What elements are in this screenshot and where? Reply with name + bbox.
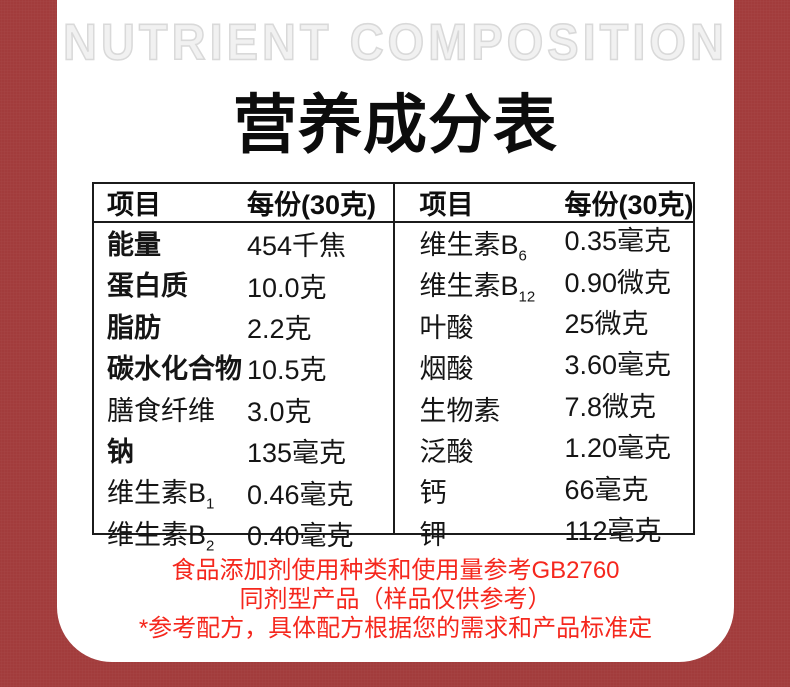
row-value: 2.2克 bbox=[247, 313, 312, 344]
row-value: 454千焦 bbox=[247, 231, 347, 262]
table-row: 泛酸 1.20毫克 bbox=[395, 430, 694, 471]
row-label-subscript: 1 bbox=[206, 495, 215, 513]
row-label-subscript: 12 bbox=[518, 288, 536, 306]
row-value: 7.8微克 bbox=[564, 391, 657, 422]
row-label-subscript: 2 bbox=[206, 537, 215, 555]
nutrition-table-left: 项目 每份(30克) 能量 454千焦 蛋白质 10.0克 脂肪 2.2克 碳水… bbox=[94, 184, 393, 554]
table-left-header-row: 项目 每份(30克) bbox=[94, 184, 393, 223]
column-header-item: 项目 bbox=[107, 190, 161, 220]
row-label-text: 钙 bbox=[419, 478, 447, 509]
row-value: 66毫克 bbox=[564, 474, 649, 505]
row-value: 25微克 bbox=[564, 308, 649, 339]
column-header-per-serving: 每份(30克) bbox=[247, 190, 377, 220]
table-row: 维生素B2 0.40毫克 bbox=[94, 513, 393, 554]
row-value: 3.60毫克 bbox=[564, 350, 672, 381]
footer-notes: 食品添加剂使用种类和使用量参考GB2760 同剂型产品（样品仅供参考） *参考配… bbox=[57, 556, 734, 643]
footer-note-line: 食品添加剂使用种类和使用量参考GB2760 bbox=[171, 557, 620, 584]
row-label: 生物素 bbox=[395, 389, 565, 430]
row-label: 烟酸 bbox=[395, 347, 565, 388]
column-header-per-serving: 每份(30克) bbox=[564, 190, 694, 220]
footer-note-line: *参考配方，具体配方根据您的需求和产品标准定 bbox=[138, 615, 653, 642]
table-row: 钙 66毫克 bbox=[395, 471, 694, 512]
page-title: 营养成分表 bbox=[233, 89, 558, 161]
table-row: 维生素B12 0.90微克 bbox=[395, 264, 694, 306]
row-label-text: 生物素 bbox=[419, 395, 501, 426]
row-label-text: 碳水化合物 bbox=[107, 354, 242, 385]
row-value: 10.0克 bbox=[247, 272, 327, 303]
row-label-text: 维生素B bbox=[107, 519, 207, 550]
row-label: 钾 bbox=[395, 513, 565, 554]
table-row: 能量 454千焦 bbox=[94, 223, 393, 264]
table-row: 钠 135毫克 bbox=[94, 430, 393, 471]
row-label-text: 烟酸 bbox=[419, 354, 474, 385]
table-row: 膳食纤维 3.0克 bbox=[94, 389, 393, 430]
row-value: 135毫克 bbox=[247, 438, 347, 469]
row-value: 0.35毫克 bbox=[564, 226, 672, 257]
row-label-text: 泛酸 bbox=[419, 436, 474, 467]
row-value: 0.46毫克 bbox=[247, 479, 354, 510]
row-label: 叶酸 bbox=[395, 306, 565, 347]
row-label-text: 膳食纤维 bbox=[107, 395, 215, 426]
table-right-header-row: 项目 每份(30克) bbox=[394, 184, 694, 223]
row-label-text: 蛋白质 bbox=[107, 271, 188, 302]
row-label: 维生素B6 bbox=[395, 223, 565, 264]
table-row: 碳水化合物 10.5克 bbox=[94, 347, 393, 388]
table-row: 脂肪 2.2克 bbox=[94, 306, 393, 347]
row-label-text: 脂肪 bbox=[107, 312, 161, 343]
table-row: 维生素B1 0.46毫克 bbox=[94, 471, 393, 512]
row-label: 钙 bbox=[395, 471, 565, 512]
row-label-text: 维生素B bbox=[107, 478, 207, 509]
row-label-text: 叶酸 bbox=[419, 312, 474, 343]
row-label-text: 维生素B bbox=[419, 230, 519, 260]
content-card: NUTRIENT COMPOSITION 营养成分表 项目 每份(30克) 能量… bbox=[57, 0, 734, 662]
english-outline-heading: NUTRIENT COMPOSITION bbox=[62, 12, 728, 71]
table-row: 维生素B6 0.35毫克 bbox=[395, 223, 694, 264]
row-label: 钠 bbox=[94, 430, 247, 471]
table-row: 叶酸 25微克 bbox=[395, 306, 694, 347]
nutrition-table-right: 项目 每份(30克) 维生素B6 0.35毫克 维生素B12 0.90微克 叶酸… bbox=[392, 184, 694, 550]
row-label-text: 钾 bbox=[419, 519, 447, 550]
row-value: 0.90微克 bbox=[564, 267, 672, 298]
row-value: 3.0克 bbox=[247, 396, 312, 427]
row-label: 能量 bbox=[94, 223, 247, 264]
row-label: 脂肪 bbox=[94, 306, 247, 347]
footer-note-line: 同剂型产品（样品仅供参考） bbox=[239, 586, 552, 613]
nutrition-tables: 项目 每份(30克) 能量 454千焦 蛋白质 10.0克 脂肪 2.2克 碳水… bbox=[92, 182, 695, 554]
row-label-text: 钠 bbox=[107, 436, 134, 467]
row-value: 10.5克 bbox=[247, 355, 327, 386]
row-label-subscript: 6 bbox=[518, 247, 527, 265]
row-label: 维生素B1 bbox=[94, 471, 247, 512]
row-value: 112毫克 bbox=[564, 515, 662, 546]
row-label: 蛋白质 bbox=[94, 264, 247, 305]
row-label: 膳食纤维 bbox=[94, 389, 247, 430]
row-label: 维生素B12 bbox=[395, 264, 565, 305]
row-value: 0.40毫克 bbox=[247, 520, 354, 551]
table-row: 生物素 7.8微克 bbox=[395, 389, 694, 430]
row-label: 碳水化合物 bbox=[94, 347, 247, 388]
column-header-item: 项目 bbox=[419, 190, 474, 220]
row-label-text: 维生素B bbox=[419, 271, 519, 302]
row-label: 维生素B2 bbox=[94, 513, 247, 554]
row-value: 1.20毫克 bbox=[564, 433, 672, 464]
table-row: 烟酸 3.60毫克 bbox=[395, 347, 694, 388]
table-row: 蛋白质 10.0克 bbox=[94, 264, 393, 305]
row-label: 泛酸 bbox=[395, 430, 565, 471]
row-label-text: 能量 bbox=[107, 230, 161, 260]
table-row: 钾 112毫克 bbox=[395, 513, 694, 554]
